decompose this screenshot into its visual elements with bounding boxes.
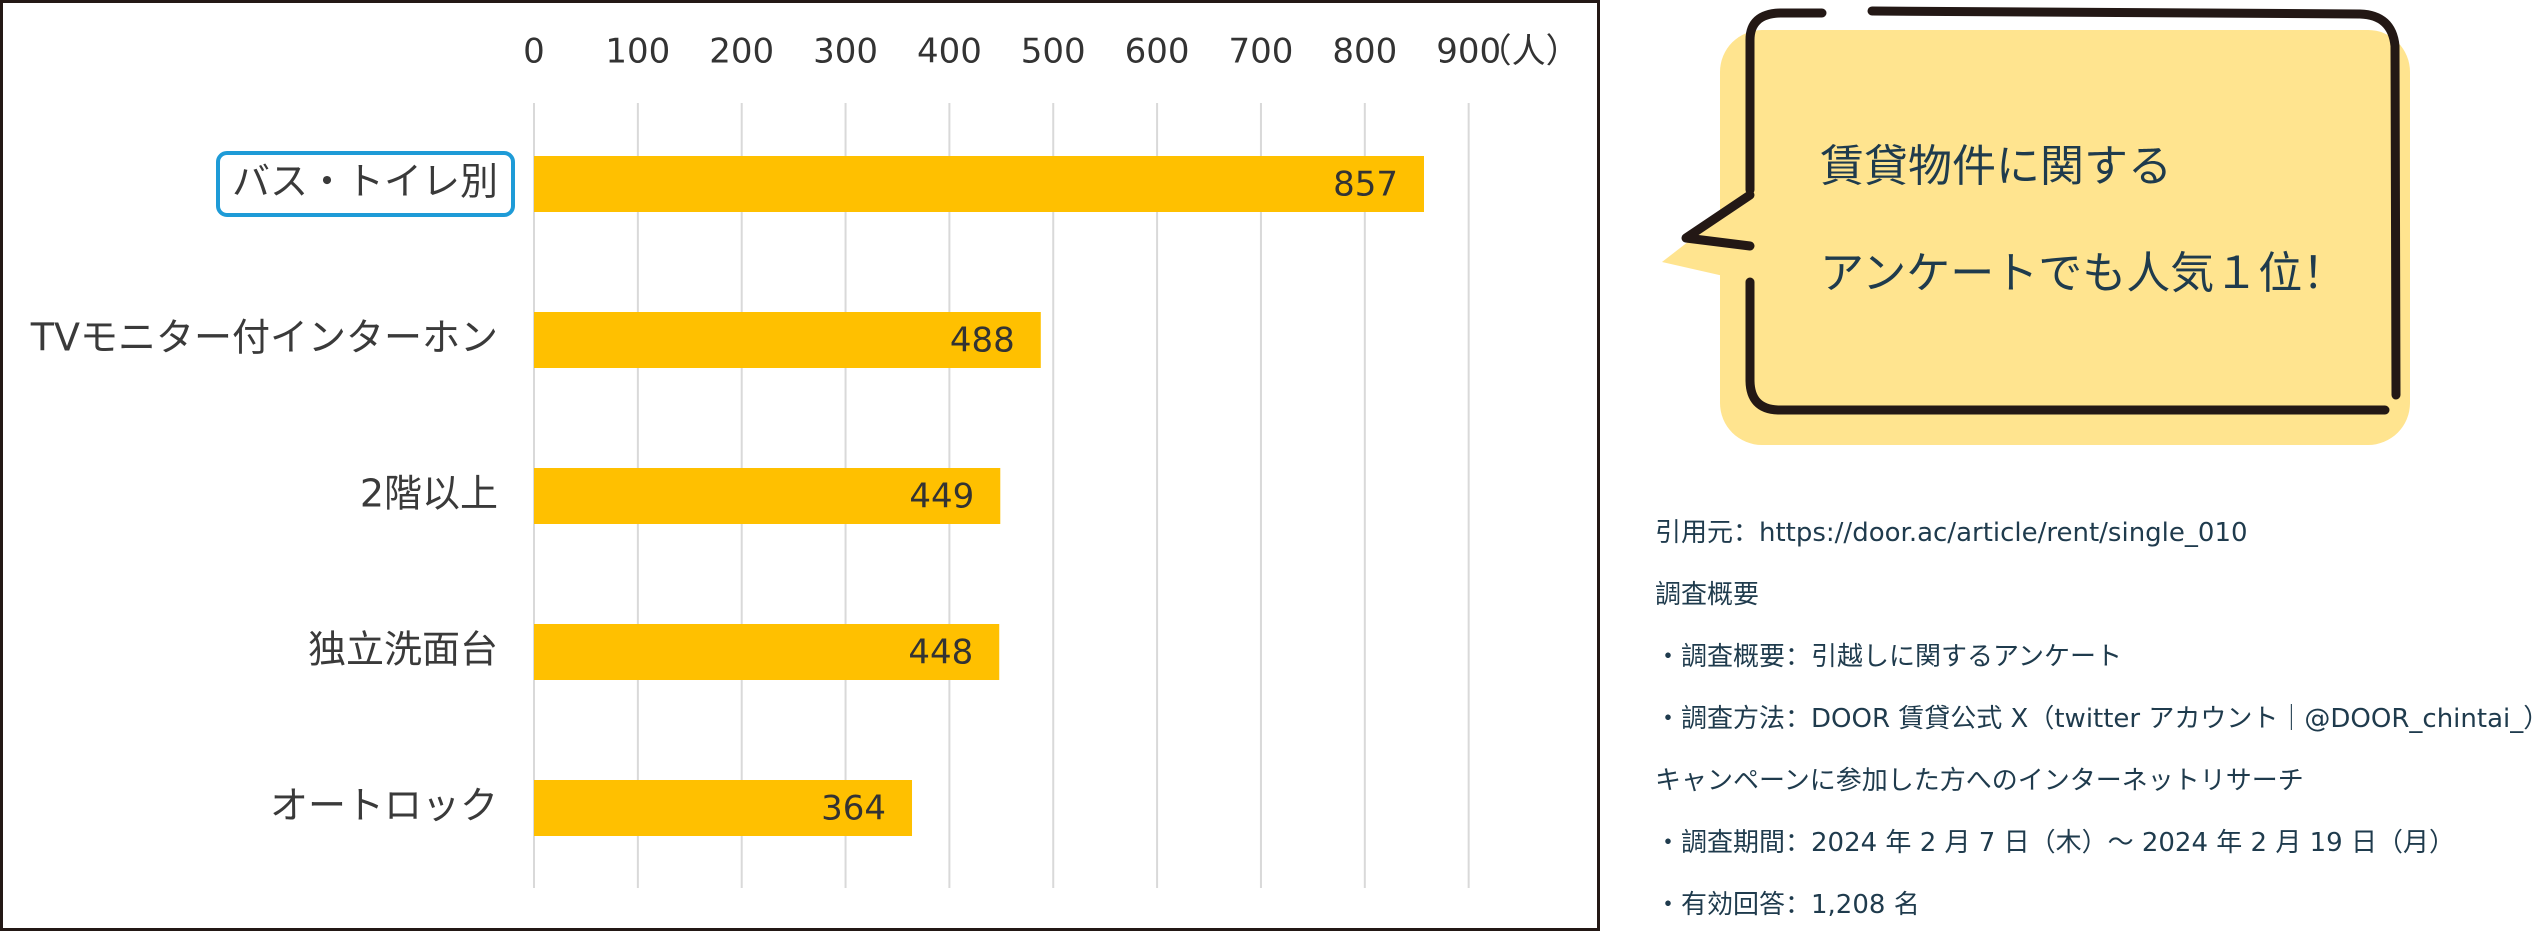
category-label-3: 独立洗面台 (308, 628, 498, 672)
x-tick-label-200: 200 (709, 32, 774, 72)
x-tick-label-500: 500 (1021, 32, 1086, 72)
x-tick-label-300: 300 (813, 32, 878, 72)
x-tick-label-100: 100 (605, 32, 670, 72)
bar-3 (534, 624, 1000, 680)
speech-bubble-outline (1745, 8, 1827, 195)
x-tick-label-0: 0 (523, 32, 545, 72)
value-label-4: 364 (821, 789, 886, 829)
valid-responses: ・有効回答：1,208 名 (1655, 890, 1920, 920)
category-label-1: TVモニター付インターホン (30, 316, 498, 360)
bar-chart: 0 100 200 300 400 500 600 700 800 900（人） 857 バス・トイレ… (30, 32, 1580, 888)
survey-period: ・調査期間：2024 年 2 月 7 日（木）～ 2024 年 2 月 19 日… (1655, 828, 2455, 858)
survey-notes: 引用元：https://door.ac/article/rent/single_… (1655, 512, 2545, 946)
callout-line-1: 賃貸物件に関する (1820, 141, 2172, 192)
x-tick-label-700: 700 (1228, 32, 1293, 72)
speech-bubble-shape (1662, 6, 2410, 445)
category-label-2: 2階以上 (360, 472, 498, 516)
category-label-4: オートロック (270, 784, 498, 828)
survey-method-continued: キャンペーンに参加した方へのインターネットリサーチ (1655, 766, 2304, 796)
chart-frame: 0 100 200 300 400 500 600 700 800 900 （人） 857 バス・トイレ… (0, 0, 1600, 931)
x-tick-label-600: 600 (1125, 32, 1190, 72)
speech-bubble-outline-bottom (1745, 277, 2390, 415)
speech-bubble: 賃貸物件に関する アンケートでも人気１位！ (1650, 0, 2430, 460)
value-label-1: 488 (950, 321, 1015, 361)
bar-1 (534, 312, 1041, 368)
x-tick-label-800: 800 (1332, 32, 1397, 72)
category-label-0: バス・トイレ別 (232, 160, 498, 204)
value-label-2: 449 (909, 477, 974, 517)
highlight-box (216, 151, 515, 217)
survey-method: ・調査方法：DOOR 賃貸公式 X（twitter アカウント｜@DOOR_ch… (1655, 704, 2545, 734)
value-label-3: 448 (908, 633, 973, 673)
speech-bubble-fill (1720, 30, 2410, 445)
x-axis-unit-label: （人） (1478, 32, 1580, 72)
source-citation: 引用元：https://door.ac/article/rent/single_… (1655, 518, 2248, 548)
survey-topic: ・調査概要：引越しに関するアンケート (1655, 642, 2122, 672)
x-tick-label-400: 400 (917, 32, 982, 72)
value-label-0: 857 (1333, 165, 1398, 205)
x-tick-label-900: 900 (1436, 32, 1501, 72)
survey-heading: 調査概要 (1655, 580, 1760, 610)
speech-bubble-outline-top (1867, 6, 2401, 400)
bar-2 (534, 468, 1001, 524)
speech-bubble-outline-tail (1681, 190, 1755, 251)
bar-4 (534, 780, 913, 836)
callout-line-2: アンケートでも人気１位！ (1820, 248, 2347, 299)
bar-0 (534, 156, 1424, 212)
